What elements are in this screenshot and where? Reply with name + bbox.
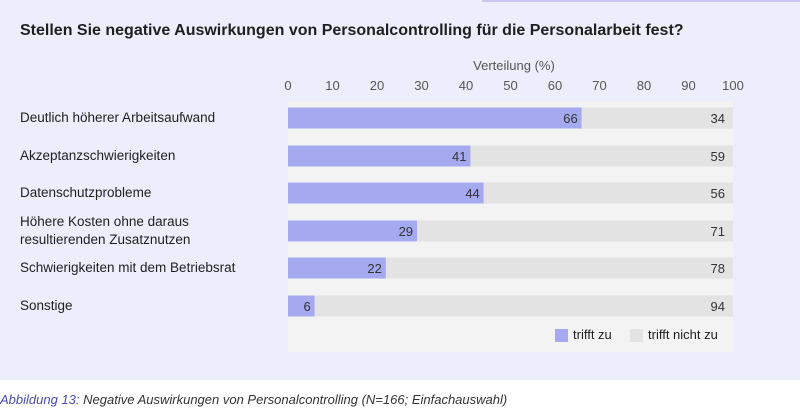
x-tick-label: 70: [592, 78, 606, 93]
chart-title: Stellen Sie negative Auswirkungen von Pe…: [20, 22, 684, 39]
data-label-trifft-nicht-zu: 94: [711, 299, 725, 314]
category-label-line: Höhere Kosten ohne daraus: [20, 214, 189, 229]
x-tick-label: 0: [284, 78, 291, 93]
data-label-trifft-nicht-zu: 78: [711, 261, 725, 276]
legend-swatch-trifft-nicht-zu: [630, 329, 643, 342]
caption-figure-label: Abbildung 13:: [0, 392, 80, 407]
x-tick-label: 30: [414, 78, 428, 93]
data-label-trifft-zu: 6: [303, 299, 310, 314]
category-label: Sonstige: [20, 297, 73, 315]
data-label-trifft-nicht-zu: 34: [711, 111, 725, 126]
category-label: Höhere Kosten ohne daraus resultierenden …: [20, 213, 190, 249]
x-tick-label: 60: [548, 78, 562, 93]
bar-trifft-zu: [288, 220, 418, 242]
bar-trifft-nicht-zu: [581, 107, 733, 129]
legend-label-trifft-nicht-zu: trifft nicht zu: [648, 327, 718, 342]
bar-trifft-nicht-zu: [483, 182, 733, 204]
data-label-trifft-zu: 22: [367, 261, 381, 276]
category-label: Deutlich höherer Arbeitsaufwand: [20, 109, 215, 127]
x-tick-label: 10: [325, 78, 339, 93]
bar-trifft-nicht-zu: [385, 257, 733, 279]
category-label-line: Akzeptanzschwierigkeiten: [20, 148, 176, 163]
bar-trifft-zu: [288, 257, 386, 279]
category-label: Akzeptanzschwierigkeiten: [20, 147, 175, 165]
bar-trifft-nicht-zu: [417, 220, 733, 242]
x-axis-label: Verteilung (%): [473, 58, 555, 73]
x-tick-label: 100: [722, 78, 744, 93]
category-label-line: Datenschutzprobleme: [20, 185, 152, 200]
caption-text: Negative Auswirkungen von Personalcontro…: [83, 392, 508, 407]
category-label-line: resultierenden Zusatznutzen: [20, 232, 191, 247]
figure-caption: Abbildung 13: Negative Auswirkungen von …: [0, 392, 507, 407]
data-label-trifft-zu: 44: [465, 186, 479, 201]
data-label-trifft-zu: 41: [452, 149, 466, 164]
bar-chart: Verteilung (%) 0 10 20 30 40 50 60 70 80 90 100 66 34…: [284, 58, 744, 317]
x-tick-label: 80: [637, 78, 651, 93]
bar-trifft-zu: [288, 295, 315, 317]
bar-trifft-zu: [288, 107, 582, 129]
category-label: Datenschutzprobleme: [20, 184, 151, 202]
category-label-line: Sonstige: [20, 298, 73, 313]
bar-trifft-nicht-zu: [470, 145, 733, 167]
data-label-trifft-zu: 66: [563, 111, 577, 126]
category-label-line: Schwierigkeiten mit dem Betriebsrat: [20, 260, 236, 275]
bar-trifft-zu: [288, 182, 484, 204]
x-tick-label: 40: [459, 78, 473, 93]
bar-trifft-zu: [288, 145, 471, 167]
legend-swatch-trifft-zu: [555, 329, 568, 342]
x-tick-label: 50: [503, 78, 517, 93]
x-tick-label: 90: [681, 78, 695, 93]
category-label: Schwierigkeiten mit dem Betriebsrat: [20, 259, 235, 277]
top-accent-bar: [482, 0, 800, 2]
legend-label-trifft-zu: trifft zu: [573, 327, 612, 342]
data-label-trifft-nicht-zu: 56: [711, 186, 725, 201]
x-tick-label: 20: [370, 78, 384, 93]
data-label-trifft-nicht-zu: 59: [711, 149, 725, 164]
bar-trifft-nicht-zu: [314, 295, 733, 317]
category-label-line: Deutlich höherer Arbeitsaufwand: [20, 110, 216, 125]
data-label-trifft-zu: 29: [399, 224, 413, 239]
data-label-trifft-nicht-zu: 71: [711, 224, 725, 239]
